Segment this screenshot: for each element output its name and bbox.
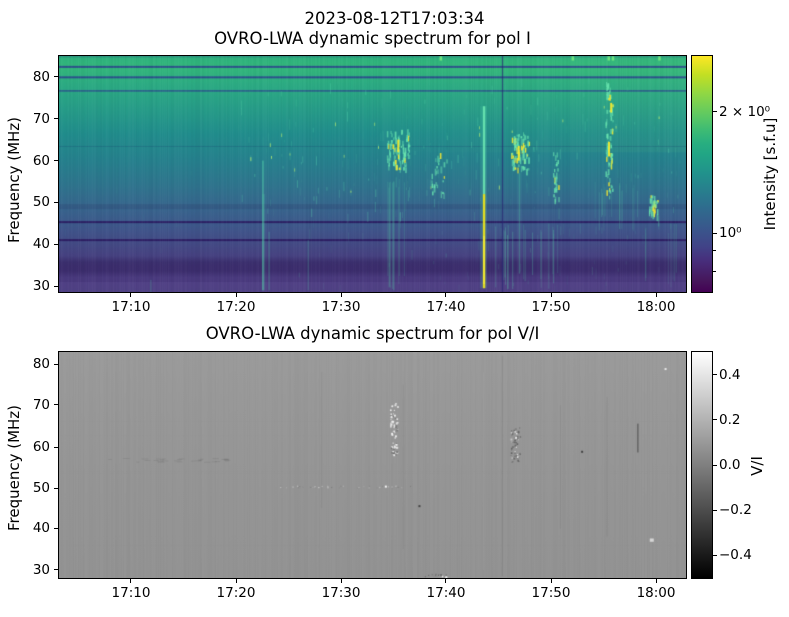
x-tick xyxy=(550,579,552,583)
y-tick-label: 60 xyxy=(32,439,50,455)
colorbar-tick xyxy=(713,464,717,466)
x-tick-label: 17:50 xyxy=(531,299,571,315)
x-tick-label: 17:30 xyxy=(321,299,361,315)
colorbar-pol-vi xyxy=(691,351,713,579)
y-tick-label: 30 xyxy=(32,278,50,295)
y-tick xyxy=(54,285,58,287)
y-tick xyxy=(54,243,58,245)
y-tick-label: 60 xyxy=(32,152,50,169)
colorbar-tick xyxy=(713,509,717,511)
y-tick-label: 50 xyxy=(32,194,50,211)
y-tick-label: 30 xyxy=(32,561,50,578)
colorbar-pol-vi-gradient xyxy=(692,352,712,578)
spectrogram-pol-vi-axes xyxy=(58,351,687,579)
spectrogram-pol-i xyxy=(59,56,686,292)
x-tick xyxy=(655,293,657,297)
colorbar-pol-i-gradient xyxy=(692,56,712,292)
panel-pol-i-title: OVRO-LWA dynamic spectrum for pol I xyxy=(214,29,531,48)
y-tick-label: 70 xyxy=(32,110,50,127)
y-tick xyxy=(54,118,58,120)
colorbar-minor-tick xyxy=(713,250,716,252)
colorbar-tick-label: −0.2 xyxy=(719,502,752,519)
figure-suptitle: 2023-08-12T17:03:34 xyxy=(304,9,485,28)
colorbar-tick xyxy=(713,374,717,376)
x-tick-label: 17:20 xyxy=(216,585,256,601)
x-tick xyxy=(235,293,237,297)
y-tick-label: 40 xyxy=(32,236,50,253)
y-tick-label: 40 xyxy=(32,520,50,536)
x-tick-label: 17:10 xyxy=(111,299,151,315)
x-tick-label: 17:20 xyxy=(216,299,256,315)
x-tick-label: 18:00 xyxy=(636,585,676,601)
y-tick xyxy=(54,446,58,448)
y-tick-label: 50 xyxy=(32,480,50,496)
x-tick-label: 17:40 xyxy=(426,585,466,601)
colorbar-tick xyxy=(713,419,717,421)
colorbar-tick-label: 10⁰ xyxy=(719,225,742,241)
colorbar-pol-i-label: Intensity [s.f.u] xyxy=(761,117,779,231)
colorbar-tick-label: 0.0 xyxy=(719,457,741,473)
x-tick xyxy=(340,579,342,583)
y-tick xyxy=(54,487,58,489)
spectrogram-pol-i-axes xyxy=(58,55,687,293)
panel-pol-vi-ylabel: Frequency (MHz) xyxy=(5,404,23,532)
colorbar-minor-tick xyxy=(713,271,716,273)
x-tick-label: 17:30 xyxy=(321,585,361,601)
colorbar-pol-vi-label: V/I xyxy=(748,456,766,476)
y-tick xyxy=(54,76,58,78)
y-tick xyxy=(54,363,58,365)
panel-pol-i-ylabel: Frequency (MHz) xyxy=(5,116,23,244)
colorbar-tick-label: 0.2 xyxy=(719,411,741,428)
x-tick-label: 17:40 xyxy=(426,299,466,315)
x-tick xyxy=(445,579,447,583)
colorbar-pol-i xyxy=(691,55,713,293)
y-tick xyxy=(54,201,58,203)
x-tick xyxy=(130,293,132,297)
y-tick-label: 80 xyxy=(32,356,50,372)
y-tick xyxy=(54,404,58,406)
colorbar-tick-label: 2 × 10⁰ xyxy=(719,103,771,120)
y-tick-label: 80 xyxy=(32,68,50,85)
x-tick-label: 18:00 xyxy=(636,299,676,315)
colorbar-tick xyxy=(713,232,717,234)
x-tick xyxy=(550,293,552,297)
x-tick xyxy=(340,293,342,297)
x-tick xyxy=(235,579,237,583)
y-tick-label: 70 xyxy=(32,396,50,413)
colorbar-tick-label: −0.4 xyxy=(719,547,752,564)
x-tick xyxy=(130,579,132,583)
x-tick xyxy=(655,579,657,583)
panel-pol-vi-title: OVRO-LWA dynamic spectrum for pol V/I xyxy=(205,324,540,343)
colorbar-tick-label: 0.4 xyxy=(719,366,741,383)
spectrogram-pol-vi xyxy=(59,352,686,578)
colorbar-tick xyxy=(713,111,717,113)
x-tick-label: 17:10 xyxy=(111,585,151,601)
x-tick-label: 17:50 xyxy=(531,585,571,601)
colorbar-tick xyxy=(713,554,717,556)
y-tick xyxy=(54,527,58,529)
y-tick xyxy=(54,160,58,162)
x-tick xyxy=(445,293,447,297)
y-tick xyxy=(54,569,58,571)
